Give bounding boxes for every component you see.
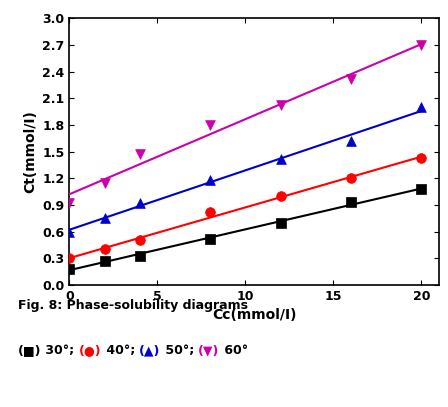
Text: (●): (●) [79, 344, 102, 357]
Point [348, 75, 355, 82]
Text: Fig. 8: Phase-solubility diagrams: Fig. 8: Phase-solubility diagrams [18, 299, 248, 312]
Text: 30°;: 30°; [41, 344, 79, 357]
Point [348, 175, 355, 182]
Point [101, 179, 108, 186]
Point [66, 266, 73, 272]
Text: 50°;: 50°; [160, 344, 198, 357]
Point [207, 209, 214, 215]
Point [101, 215, 108, 221]
Point [136, 200, 143, 206]
Text: (■): (■) [18, 344, 41, 357]
Text: (▼): (▼) [198, 344, 220, 357]
Point [418, 104, 425, 110]
Point [348, 138, 355, 144]
Point [418, 42, 425, 48]
Point [277, 102, 284, 109]
Point [101, 246, 108, 253]
Text: 60°: 60° [220, 344, 248, 357]
Point [101, 258, 108, 264]
Point [136, 252, 143, 259]
Point [66, 255, 73, 262]
Point [207, 122, 214, 128]
Point [418, 186, 425, 192]
Point [66, 228, 73, 235]
Point [418, 155, 425, 161]
Point [277, 155, 284, 162]
Text: (▲): (▲) [139, 344, 160, 357]
Point [66, 200, 73, 206]
Point [207, 177, 214, 183]
X-axis label: Cc(mmol/I): Cc(mmol/I) [212, 309, 297, 322]
Point [207, 235, 214, 242]
Text: 40°;: 40°; [102, 344, 139, 357]
Point [277, 219, 284, 226]
Y-axis label: Ct(mmol/I): Ct(mmol/I) [23, 110, 37, 193]
Point [348, 199, 355, 206]
Point [277, 193, 284, 199]
Point [136, 151, 143, 158]
Point [136, 237, 143, 244]
